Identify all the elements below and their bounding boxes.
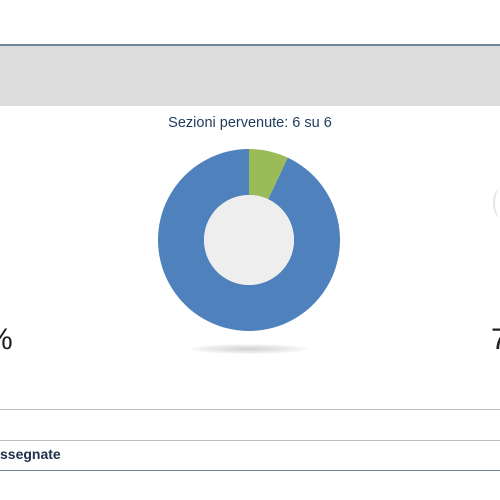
- sections-donut-chart: [157, 149, 340, 331]
- donut-hole: [204, 195, 294, 285]
- donut-slice-2: [249, 149, 288, 200]
- bottom-divider: [0, 470, 500, 471]
- adjacent-donut-edge: [493, 188, 500, 218]
- assigned-seats-heading: ssegnate: [0, 446, 61, 462]
- divider: [0, 409, 500, 410]
- right-percent-value: 7: [491, 323, 500, 356]
- top-divider: [0, 44, 500, 46]
- divider: [0, 440, 500, 441]
- donut-slice-1: [157, 149, 340, 331]
- sections-received-label: Sezioni pervenute: 6 su 6: [168, 115, 332, 131]
- header-band: [0, 46, 500, 106]
- left-percent-value: %: [0, 325, 13, 355]
- donut-shadow: [189, 344, 309, 354]
